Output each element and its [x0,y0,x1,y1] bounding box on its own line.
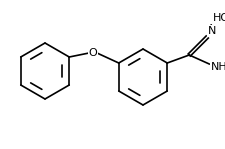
Text: NH₂: NH₂ [211,62,225,72]
Text: O: O [89,48,97,58]
Text: HO: HO [213,13,225,23]
Text: N: N [208,26,217,36]
